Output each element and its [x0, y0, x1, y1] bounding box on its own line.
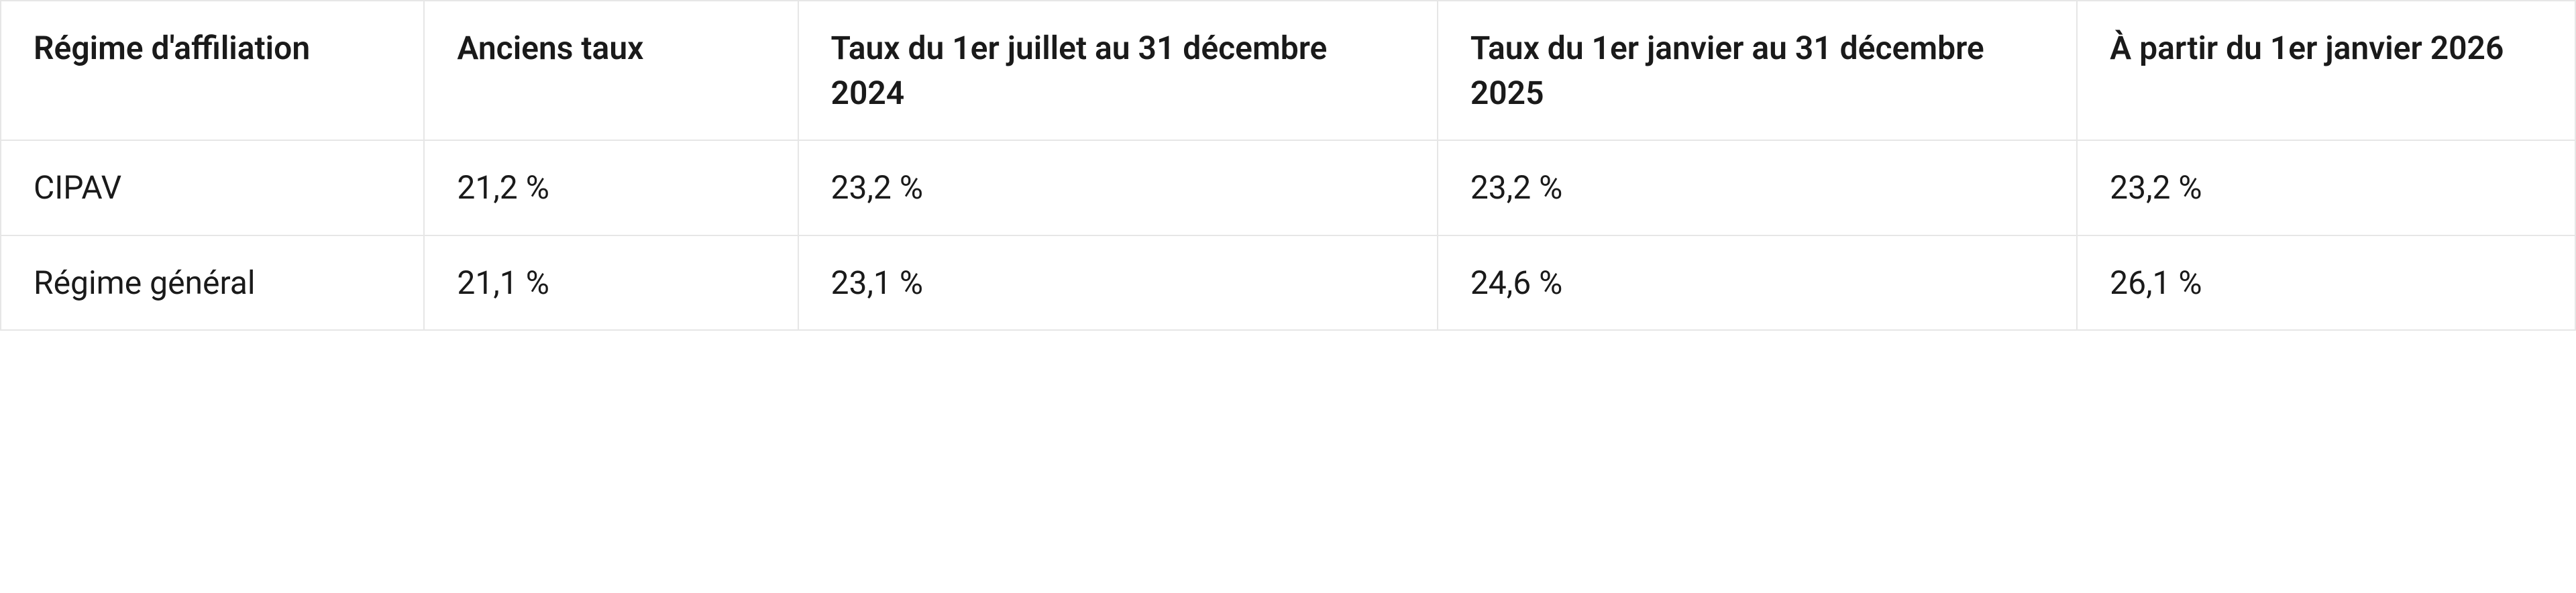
table-row: Régime général 21,1 % 23,1 % 24,6 % 26,1… — [1, 235, 2575, 330]
col-header-2026: À partir du 1er janvier 2026 — [2077, 1, 2575, 140]
rates-table-container: Régime d'affiliation Anciens taux Taux d… — [0, 0, 2576, 331]
cell-rate: 23,2 % — [1438, 140, 2077, 235]
cell-regime-label: Régime général — [1, 235, 424, 330]
cell-rate: 23,2 % — [2077, 140, 2575, 235]
col-header-2025: Taux du 1er janvier au 31 décembre 2025 — [1438, 1, 2077, 140]
cell-rate: 23,1 % — [798, 235, 1438, 330]
table-header-row: Régime d'affiliation Anciens taux Taux d… — [1, 1, 2575, 140]
cell-rate: 21,1 % — [424, 235, 798, 330]
cell-rate: 24,6 % — [1438, 235, 2077, 330]
cell-rate: 23,2 % — [798, 140, 1438, 235]
rates-table: Régime d'affiliation Anciens taux Taux d… — [0, 0, 2576, 331]
cell-rate: 21,2 % — [424, 140, 798, 235]
col-header-anciens: Anciens taux — [424, 1, 798, 140]
table-row: CIPAV 21,2 % 23,2 % 23,2 % 23,2 % — [1, 140, 2575, 235]
cell-rate: 26,1 % — [2077, 235, 2575, 330]
cell-regime-label: CIPAV — [1, 140, 424, 235]
col-header-2024h2: Taux du 1er juillet au 31 décembre 2024 — [798, 1, 1438, 140]
col-header-regime: Régime d'affiliation — [1, 1, 424, 140]
